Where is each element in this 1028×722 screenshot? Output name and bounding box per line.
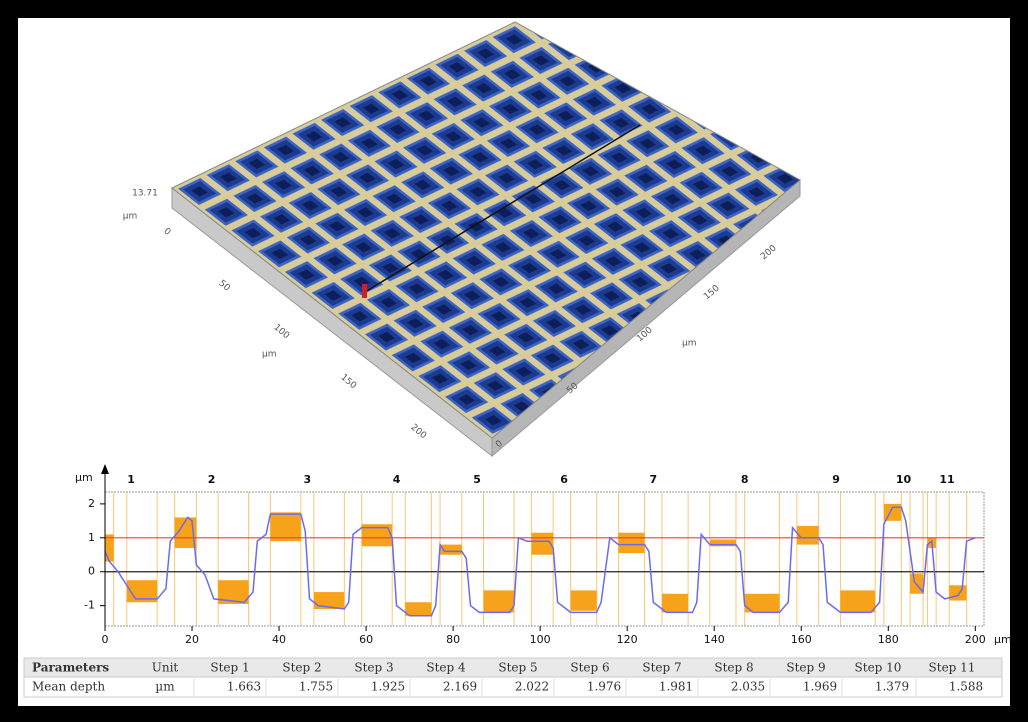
step-label: 11 xyxy=(939,473,954,486)
step-region xyxy=(571,590,597,610)
x-tick-label: 100 xyxy=(530,633,551,646)
right-axis-unit: µm xyxy=(682,339,697,349)
y-tick-label: 2 xyxy=(88,497,95,510)
z-max: 13.71 xyxy=(132,189,158,199)
profile-marker xyxy=(362,284,367,298)
table-header: Step 3 xyxy=(354,661,393,675)
step-label: 3 xyxy=(304,473,312,486)
x-tick-label: 80 xyxy=(446,633,460,646)
table-cell: µm xyxy=(155,680,175,694)
y-tick-label: 1 xyxy=(88,531,95,544)
table-cell: 1.981 xyxy=(659,680,693,694)
page: 13.71 µm 0 50 100 150 200 µm 0 50 100 15… xyxy=(0,0,1028,722)
table-header: Step 7 xyxy=(642,661,681,675)
table-header: Step 1 xyxy=(210,661,249,675)
table-header: Step 5 xyxy=(498,661,537,675)
table-cell: 1.663 xyxy=(227,680,261,694)
x-tick-label: 160 xyxy=(791,633,812,646)
parameter-table: Parameters Unit Step 1 Step 2 Step 3 Step 4 St… xyxy=(24,658,1002,697)
left-axis-unit: µm xyxy=(262,350,277,360)
step-region xyxy=(840,590,875,612)
x-tick-label: 120 xyxy=(617,633,638,646)
table-cell: 1.976 xyxy=(587,680,621,694)
table-cell: 1.755 xyxy=(299,680,333,694)
table-cell: 2.169 xyxy=(443,680,477,694)
table-cell: 1.925 xyxy=(371,680,405,694)
z-unit: µm xyxy=(123,212,138,222)
y-tick-label: 0 xyxy=(88,565,95,578)
x-unit: µm xyxy=(994,633,1012,646)
table-cell: 1.588 xyxy=(949,680,983,694)
table-cell: Mean depth xyxy=(32,680,105,694)
step-label: 9 xyxy=(832,473,840,486)
table-header: Step 10 xyxy=(855,661,902,675)
step-label: 5 xyxy=(473,473,481,486)
table-cell: 1.379 xyxy=(875,680,909,694)
table-cell: 2.035 xyxy=(731,680,765,694)
x-tick-label: 20 xyxy=(185,633,199,646)
y-unit: µm xyxy=(75,471,93,484)
table-header: Parameters xyxy=(32,661,109,675)
step-region xyxy=(949,585,966,600)
step-region xyxy=(662,594,688,613)
y-tick-label: -1 xyxy=(84,599,95,612)
x-tick-label: 200 xyxy=(965,633,986,646)
table-header: Step 11 xyxy=(929,661,976,675)
step-label: 10 xyxy=(896,473,912,486)
step-label: 2 xyxy=(208,473,216,486)
screen: 13.71 µm 0 50 100 150 200 µm 0 50 100 15… xyxy=(0,0,1028,722)
step-label: 4 xyxy=(393,473,401,486)
x-tick-label: 140 xyxy=(704,633,725,646)
step-region xyxy=(405,602,431,616)
step-label: 8 xyxy=(741,473,749,486)
step-region xyxy=(270,512,300,541)
step-label: 1 xyxy=(127,473,135,486)
x-tick-label: 60 xyxy=(359,633,373,646)
table-header: Unit xyxy=(152,661,179,675)
table-header: Step 8 xyxy=(714,661,753,675)
step-region xyxy=(105,534,114,561)
step-label: 7 xyxy=(649,473,657,486)
table-header: Step 4 xyxy=(426,661,466,675)
table-cell: 1.969 xyxy=(803,680,837,694)
x-tick-label: 180 xyxy=(878,633,899,646)
step-region xyxy=(484,590,514,612)
x-tick-label: 0 xyxy=(102,633,109,646)
step-region xyxy=(618,533,644,553)
step-label: 6 xyxy=(560,473,568,486)
table-cell: 2.022 xyxy=(515,680,549,694)
step-region xyxy=(797,526,819,545)
table-header: Step 2 xyxy=(282,661,321,675)
table-header: Step 6 xyxy=(570,661,609,675)
x-tick-label: 40 xyxy=(272,633,286,646)
table-header: Step 9 xyxy=(786,661,825,675)
